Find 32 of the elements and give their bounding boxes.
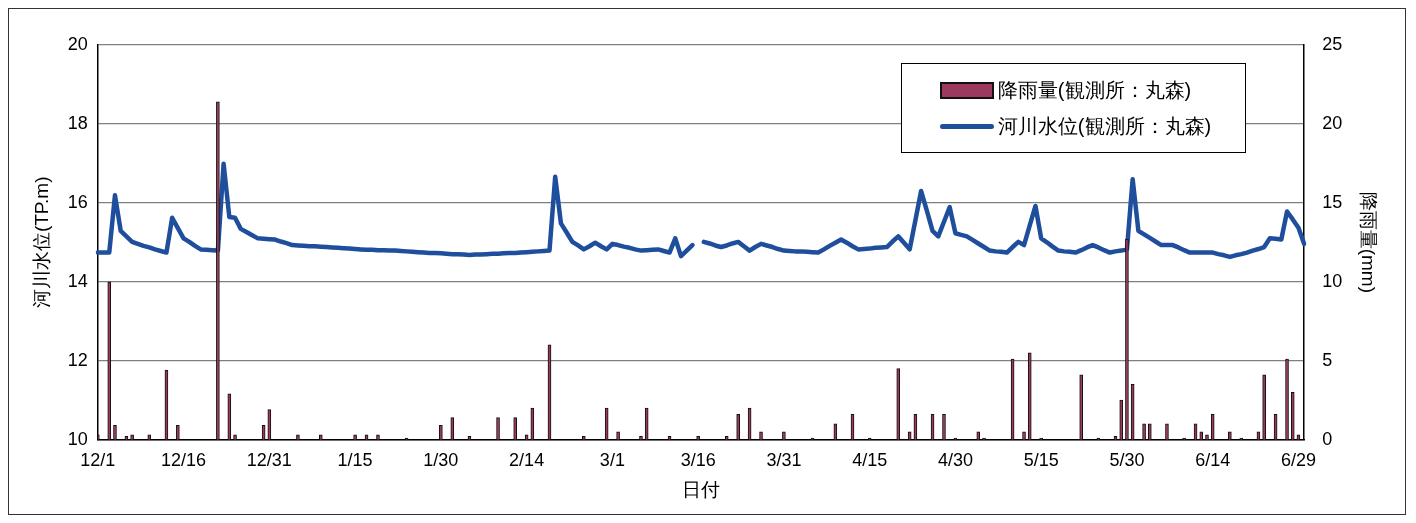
y2-tick-label: 5: [1322, 349, 1333, 370]
x-tick-label: 12/1: [80, 450, 116, 471]
x-tick-label: 5/15: [1023, 450, 1059, 471]
x-tick-label: 1/15: [337, 450, 373, 471]
y2-axis-title: 降雨量(mm): [1358, 191, 1380, 293]
x-tick-label: 6/14: [1195, 450, 1231, 471]
x-tick-label: 3/31: [766, 450, 802, 471]
x-tick-label: 12/31: [246, 450, 292, 471]
y-tick-label: 14: [67, 270, 88, 291]
y-tick-label: 20: [67, 33, 88, 54]
x-tick-label: 6/29: [1280, 450, 1316, 471]
y-tick-label: 16: [67, 191, 88, 212]
x-axis-title: 日付: [682, 478, 720, 500]
y-axis-title: 河川水位(TP.m): [30, 176, 52, 309]
x-tick-label: 3/1: [599, 450, 625, 471]
y-tick-label: 10: [67, 428, 88, 449]
y2-tick-label: 25: [1322, 33, 1343, 54]
x-tick-label: 4/30: [937, 450, 973, 471]
x-tick-label: 3/16: [680, 450, 716, 471]
legend-label: 降雨量(観測所：丸森): [997, 77, 1192, 103]
y2-tick-label: 10: [1322, 270, 1343, 291]
legend-label: 河川水位(観測所：丸森): [997, 113, 1212, 139]
x-tick-label: 1/30: [423, 450, 459, 471]
y2-tick-label: 15: [1322, 191, 1343, 212]
y2-tick-label: 20: [1322, 112, 1343, 133]
y-tick-label: 12: [67, 349, 88, 370]
y-tick-label: 18: [67, 112, 88, 133]
x-tick-label: 2/14: [509, 450, 545, 471]
y2-tick-label: 0: [1322, 428, 1333, 449]
x-tick-label: 4/15: [852, 450, 888, 471]
x-tick-label: 5/30: [1109, 450, 1145, 471]
x-tick-label: 12/16: [161, 450, 207, 471]
